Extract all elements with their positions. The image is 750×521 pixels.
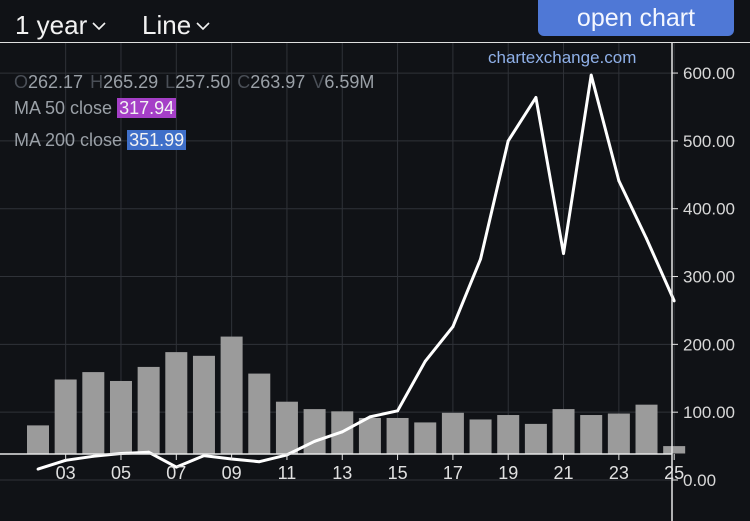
price-point [672, 299, 676, 303]
toolbar: 1 year Line open chart [0, 0, 750, 42]
price-point [534, 96, 538, 99]
volume-bar [165, 352, 188, 454]
price-point [423, 359, 427, 363]
price-point [451, 325, 455, 329]
open-value: 262.17 [28, 72, 84, 92]
ma50-label: MA 50 close [14, 98, 113, 118]
price-point [340, 430, 344, 434]
period-dropdown[interactable]: 1 year [15, 10, 107, 41]
volume-bar [192, 355, 215, 454]
x-tick-label: 23 [609, 463, 629, 483]
volume-bar [54, 379, 77, 454]
chevron-down-icon [196, 21, 210, 30]
ma50-indicator[interactable]: MA 50 close 317.94 [14, 98, 177, 119]
volume-bar [414, 422, 437, 454]
volume-bar [248, 373, 271, 454]
x-tick-label: 09 [222, 463, 242, 483]
volume-bar [469, 419, 492, 454]
ma50-value: 317.94 [117, 98, 177, 118]
close-key: C [237, 72, 251, 92]
chart-type-dropdown[interactable]: Line [142, 10, 211, 41]
x-tick-label: 05 [111, 463, 131, 483]
price-point [36, 467, 40, 471]
ma200-value: 351.99 [127, 130, 187, 150]
price-point [506, 139, 510, 143]
x-tick-label: 21 [554, 463, 574, 483]
volume-bar [303, 409, 326, 454]
x-tick-label: 17 [443, 463, 463, 483]
y-tick-label: 300.00 [683, 268, 735, 287]
price-point [396, 409, 399, 413]
ohlc-readout: O262.17 H265.29 L257.50 C263.97 V6.59M [14, 72, 376, 93]
price-point [368, 415, 372, 419]
volume-bar [27, 425, 49, 454]
ma200-indicator[interactable]: MA 200 close 351.99 [14, 130, 187, 151]
volume-value: 6.59M [324, 72, 375, 92]
price-point [64, 458, 68, 462]
price-point [147, 450, 151, 454]
price-point [257, 460, 261, 464]
x-tick-label: 19 [498, 463, 518, 483]
x-tick-label: 03 [56, 463, 76, 483]
volume-bar [580, 415, 603, 454]
price-point [479, 257, 482, 261]
y-tick-label: 500.00 [683, 132, 735, 151]
x-tick-label: 13 [332, 463, 352, 483]
volume-bar [524, 423, 547, 454]
volume-bar [82, 372, 105, 454]
price-point [202, 454, 206, 457]
volume-bar [137, 366, 160, 454]
price-point [313, 439, 316, 443]
high-key: H [90, 72, 104, 92]
volume-bar [275, 401, 298, 454]
ma200-label: MA 200 close [14, 130, 123, 150]
volume-key: V [312, 72, 325, 92]
volume-bar [497, 415, 520, 454]
open-key: O [14, 72, 29, 92]
volume-bar [663, 446, 686, 454]
chart-type-label: Line [142, 10, 192, 40]
volume-bar [441, 412, 464, 454]
price-point [645, 237, 648, 240]
y-tick-label: 100.00 [683, 403, 735, 422]
x-tick-label: 25 [664, 463, 684, 483]
y-tick-label: 200.00 [683, 335, 735, 354]
high-value: 265.29 [103, 72, 159, 92]
volume-bar [635, 404, 658, 454]
price-point [562, 252, 565, 255]
close-value: 263.97 [250, 72, 306, 92]
volume-bar [607, 413, 630, 454]
volume-bar [386, 417, 409, 454]
price-chart[interactable]: 0.00 100.00 200.00 300.00 400.00 500.00 600.00… [0, 43, 750, 521]
open-chart-button[interactable]: open chart [538, 0, 734, 36]
x-tick-label: 15 [388, 463, 408, 483]
y-tick-label: 400.00 [683, 200, 735, 219]
price-point [91, 454, 95, 458]
volume-bar [220, 336, 243, 454]
price-point [617, 179, 621, 183]
volume-bar [109, 380, 132, 454]
price-line [37, 73, 676, 471]
low-key: L [165, 72, 176, 92]
price-point [589, 73, 593, 77]
x-tick-label: 07 [166, 463, 186, 483]
volume-bar [552, 409, 575, 454]
price-point [174, 465, 178, 469]
low-value: 257.50 [175, 72, 231, 92]
x-tick-label: 11 [278, 463, 297, 483]
toolbar-divider [0, 42, 750, 43]
volume-bar [358, 417, 381, 454]
watermark: chartexchange.com [488, 48, 637, 67]
chevron-down-icon [92, 21, 106, 30]
y-tick-label: 0.00 [683, 471, 716, 490]
y-tick-label: 600.00 [683, 64, 735, 83]
period-label: 1 year [15, 10, 88, 40]
